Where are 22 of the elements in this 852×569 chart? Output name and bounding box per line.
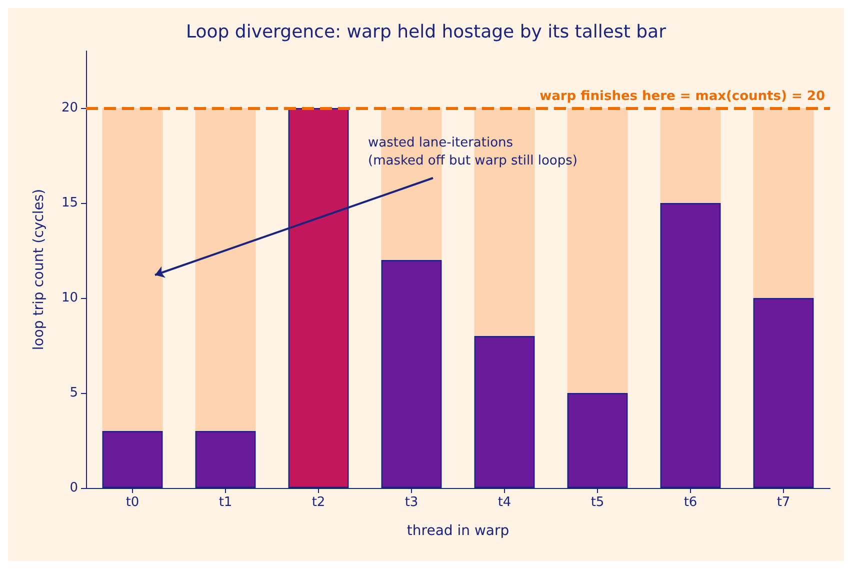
x-tick-label: t1: [218, 495, 232, 510]
y-tick-label: 0: [70, 480, 78, 496]
x-tick-label: t5: [590, 495, 604, 510]
ref-line-label: warp finishes here = max(counts) = 20: [540, 89, 825, 104]
bar: [660, 108, 721, 203]
x-axis-title: thread in warp: [406, 523, 510, 539]
x-tick-label: t2: [312, 495, 326, 510]
bar: [753, 108, 814, 298]
y-tick-label: 10: [61, 290, 78, 306]
annotation: wasted lane-iterations (masked off but warp still loops): [368, 136, 578, 168]
y-tick-label: 5: [70, 386, 78, 400]
y-tick-label: 20: [61, 100, 78, 116]
x-tick-label: t7: [776, 495, 790, 510]
y-tick-label: 15: [61, 196, 78, 210]
bar: [195, 108, 256, 431]
bar: [102, 108, 163, 431]
x-tick-label: t0: [126, 495, 140, 510]
x-tick-label: t6: [684, 495, 698, 510]
x-tick-label: t4: [498, 495, 512, 510]
x-tick-label: t3: [404, 495, 418, 510]
chart-title: Loop divergence: warp held hostage by its tallest bar: [186, 22, 667, 42]
y-axis-title: loop trip count (cycles): [31, 188, 47, 350]
